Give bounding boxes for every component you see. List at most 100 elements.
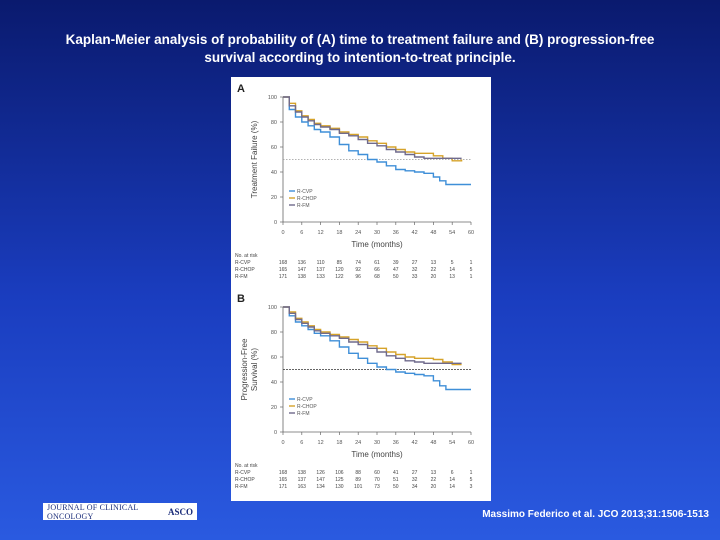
x-tick-label: 6 [300,230,303,236]
risk-table-cell: 14 [449,267,455,273]
legend-label-r-fm: R-FM [297,411,310,417]
y-axis-label-line-1: Progression-Free [240,338,249,400]
risk-table-cell: 50 [393,274,399,280]
jco-logo: JOURNAL OF CLINICAL ONCOLOGY ASCO [43,503,197,521]
y-tick-label: 20 [271,195,277,201]
risk-table-cell: 68 [374,274,380,280]
series-line-r-chop [283,306,462,366]
panel-label-A: A [237,83,245,95]
x-tick-label: 54 [449,230,455,236]
risk-table-row-label: R-FM [235,484,248,490]
risk-table-cell: 165 [279,477,288,483]
risk-table-cell: 34 [412,484,418,490]
risk-table-cell: 92 [355,267,361,273]
x-tick-label: 42 [412,230,418,236]
risk-table-cell: 60 [374,470,380,476]
risk-table-cell: 20 [431,484,437,490]
x-tick-label: 60 [468,230,474,236]
risk-table-cell: 32 [412,267,418,273]
risk-table-cell: 110 [317,260,325,266]
x-tick-label: 0 [281,440,284,446]
legend-label-r-chop: R-CHOP [297,196,317,202]
slide-title-line-2: survival according to intention-to-treat… [204,50,516,65]
risk-table-cell: 27 [412,470,418,476]
risk-table-cell: 137 [316,267,325,273]
risk-table-cell: 137 [298,477,307,483]
risk-table-cell: 168 [279,470,288,476]
x-tick-label: 42 [412,440,418,446]
risk-table-cell: 130 [335,484,344,490]
x-tick-label: 18 [336,230,342,236]
panel-label-B: B [237,293,245,305]
risk-table-row-label: R-CVP [235,470,251,476]
risk-table-cell: 1 [470,260,473,266]
x-tick-label: 24 [355,230,361,236]
risk-table-cell: 14 [449,484,455,490]
risk-table-cell: 74 [355,260,361,266]
risk-table-cell: 101 [354,484,363,490]
risk-table-row-label: R-FM [235,274,248,280]
risk-table-cell: 66 [374,267,380,273]
risk-table-cell: 6 [451,470,454,476]
y-tick-label: 100 [268,305,277,311]
x-tick-label: 48 [430,440,436,446]
risk-table-row-label: R-CHOP [235,477,255,483]
y-tick-label: 40 [271,380,277,386]
km-figure: A 0 20 40 60 80 100 0 6 12 18 24 30 36 42 48 54 60 Time (m… [231,77,491,501]
x-tick-label: 36 [393,230,399,236]
legend-label-r-cvp: R-CVP [297,189,313,195]
risk-table-cell: 14 [449,477,455,483]
y-tick-label: 100 [268,95,277,101]
risk-table-cell: 126 [316,470,325,476]
risk-table-cell: 133 [316,274,325,280]
risk-table-header: No. at risk [235,253,258,259]
x-tick-label: 60 [468,440,474,446]
risk-table-cell: 20 [431,274,437,280]
risk-table-cell: 122 [335,274,344,280]
x-tick-label: 18 [336,440,342,446]
risk-table-cell: 138 [298,274,307,280]
risk-table-cell: 32 [412,477,418,483]
risk-table-cell: 163 [298,484,307,490]
risk-table-cell: 96 [355,274,361,280]
slide-title-line-1: Kaplan-Meier analysis of probability of … [65,32,655,47]
risk-table-cell: 138 [298,470,307,476]
risk-table-cell: 5 [470,267,473,273]
risk-table-cell: 165 [279,267,288,273]
risk-table-cell: 3 [470,484,473,490]
risk-table-cell: 27 [412,260,418,266]
risk-table-cell: 1 [470,274,473,280]
x-axis-label: Time (months) [351,240,403,249]
y-tick-label: 40 [271,170,277,176]
y-tick-label: 0 [274,430,277,436]
risk-table-cell: 41 [393,470,399,476]
risk-table-cell: 136 [298,260,307,266]
slide-title: Kaplan-Meier analysis of probability of … [20,31,700,67]
x-axis-label: Time (months) [351,450,403,459]
risk-table-cell: 171 [279,484,288,490]
risk-table-cell: 168 [279,260,288,266]
risk-table-cell: 171 [279,274,288,280]
risk-table-cell: 70 [374,477,380,483]
risk-table-cell: 125 [335,477,344,483]
risk-table-cell: 61 [374,260,380,266]
series-line-r-fm [283,306,462,364]
citation: Massimo Federico et al. JCO 2013;31:1506… [482,509,709,520]
y-axis-label-line-2: Survival (%) [250,348,259,391]
y-tick-label: 80 [271,120,277,126]
x-tick-label: 12 [318,440,324,446]
x-tick-label: 36 [393,440,399,446]
risk-table-cell: 85 [337,260,343,266]
risk-table-header: No. at risk [235,463,258,469]
y-tick-label: 60 [271,355,277,361]
asco-mark: ASCO [167,506,193,517]
risk-table-cell: 88 [355,470,361,476]
x-tick-label: 54 [449,440,455,446]
y-tick-label: 60 [271,145,277,151]
x-tick-label: 30 [374,230,380,236]
risk-table-cell: 22 [431,267,437,273]
risk-table-cell: 13 [431,260,437,266]
risk-table-row-label: R-CVP [235,260,251,266]
y-tick-label: 0 [274,220,277,226]
